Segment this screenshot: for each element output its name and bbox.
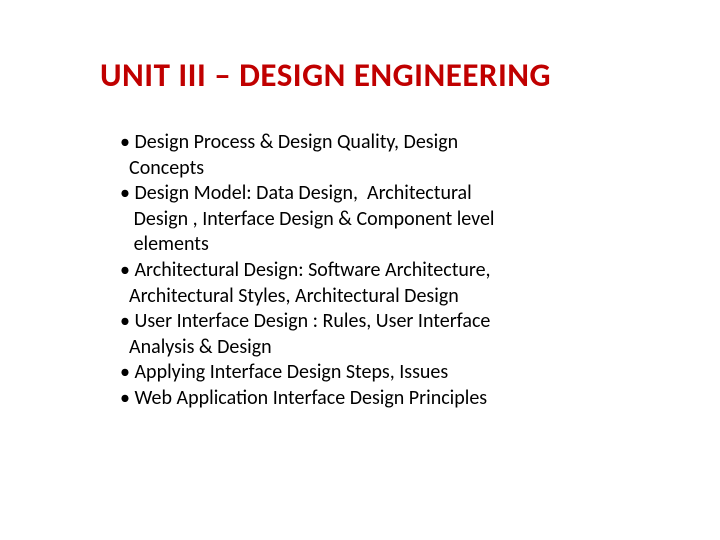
bullet-text: • Web Application Interface Design Princ… [120,386,670,412]
bullet-text: Analysis & Design [120,335,670,361]
bullet-text: elements [120,232,670,258]
bullet-text: • Architectural Design: Software Archite… [120,258,670,284]
bullet-text: • Design Process & Design Quality, Desig… [120,130,670,156]
bullet-list: • Design Process & Design Quality, Desig… [100,130,670,412]
bullet-text: Design , Interface Design & Component le… [120,207,670,233]
bullet-text: Concepts [120,156,670,182]
bullet-text: • Design Model: Data Design, Architectur… [120,181,670,207]
bullet-text: • Applying Interface Design Steps, Issue… [120,360,670,386]
bullet-text: • User Interface Design : Rules, User In… [120,309,670,335]
bullet-text: Architectural Styles, Architectural Desi… [120,284,670,310]
slide-title: UNIT III – DESIGN ENGINEERING [100,55,670,95]
